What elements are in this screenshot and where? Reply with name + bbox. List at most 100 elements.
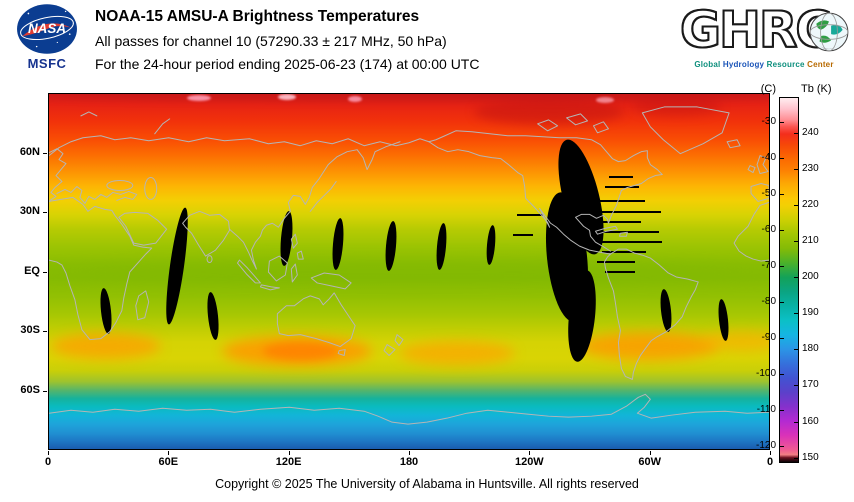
data-gap-streak [596,241,662,243]
colorbar-tick-mark [780,374,784,376]
data-gap-streak [609,176,633,178]
colorbar-celsius-tick-label: -110 [756,404,776,416]
data-gap-streak [593,221,641,223]
colorbar-tick-mark [794,385,798,387]
x-tick-mark [168,451,170,455]
colorbar-tick-mark [780,446,784,448]
colorbar-tick-mark [794,205,798,207]
nasa-wordmark: NASA [28,21,66,36]
x-tick-mark [409,451,410,455]
coastlines [49,106,769,425]
y-tick-mark [43,152,47,154]
y-tick-mark [43,390,47,392]
colorbar-title-celsius: (C) [760,83,776,95]
map-plot [48,93,770,450]
y-tick-label: 30S [20,324,40,336]
data-gap-streak [602,251,646,253]
temperature-patch [348,96,362,102]
data-gap-streak [597,211,661,213]
nasa-insignia-icon: NASA [17,4,77,54]
colorbar-kelvin-tick-label: 240 [802,127,819,139]
data-gap-streak [597,261,635,263]
period-subtitle: For the 24-hour period ending 2025-06-23… [95,56,480,72]
colorbar-tick-mark [780,121,784,123]
x-tick-mark [529,451,531,455]
temperature-patch [263,342,339,360]
colorbar-kelvin-tick-label: 230 [802,163,819,175]
colorbar-tick-mark [780,193,784,195]
x-tick-label: 120W [514,456,544,468]
ghrc-tagline-word: Global [694,60,721,69]
colorbar-tick-mark [794,457,798,459]
temperature-patch [579,332,719,360]
data-gap-streak [605,186,639,188]
channel-subtitle: All passes for channel 10 (57290.33 ± 21… [95,33,447,49]
colorbar-tick-mark [794,169,798,171]
colorbar-celsius-tick-label: -40 [761,151,776,163]
ghrc-logo: GHRC Global Hydrology Resource Center [678,1,850,82]
colorbar-kelvin-tick-label: 180 [802,343,819,355]
x-tick-mark [288,451,290,455]
x-tick-mark [649,451,651,455]
colorbar-tick-mark [780,338,784,340]
colorbar-tick-mark [780,157,784,159]
colorbar-celsius-tick-label: -50 [761,187,776,199]
colorbar-celsius-tick-label: -80 [761,295,776,307]
colorbar-tick-mark [794,241,798,243]
colorbar-kelvin-tick-label: 170 [802,379,819,391]
colorbar-kelvin-tick-label: 190 [802,307,819,319]
y-tick-label: EQ [24,264,40,277]
nasa-logo: NASA MSFC [10,3,84,71]
colorbar-celsius-tick-label: -30 [761,115,776,127]
y-tick-mark [43,212,47,213]
msfc-label: MSFC [27,56,67,71]
temperature-patch [702,331,769,351]
ghrc-tagline-word: Resource [764,60,805,69]
ghrc-globe-icon [809,12,849,52]
colorbar-celsius-tick-label: -60 [761,223,776,235]
colorbar-kelvin-tick-label: 200 [802,271,819,283]
colorbar-tick-mark [780,410,784,412]
colorbar-tick-mark [794,133,798,135]
colorbar-kelvin-tick-label: 150 [802,451,819,463]
x-tick-label: 0 [766,456,774,468]
colorbar-tick-mark [794,313,798,315]
colorbar-celsius-tick-label: -120 [755,440,776,452]
colorbar-celsius-tick-label: -90 [761,332,776,344]
data-gap-streak [589,200,645,202]
colorbar-tick-mark [794,421,798,423]
coastlines-overlay [49,106,769,425]
header-titles: NOAA-15 AMSU-A Brightness Temperatures A… [95,8,479,72]
temperature-patch [596,97,614,103]
colorbar-tick-mark [794,277,798,279]
x-tick-mark [770,451,771,455]
data-gap-streak [605,271,635,273]
x-tick-label: 60W [638,456,661,468]
colorbar-gradient [779,97,799,463]
temperature-patch [49,94,769,101]
y-tick-label: 30N [19,205,40,217]
temperature-patch [51,333,161,359]
ghrc-tagline: Global Hydrology Resource Center [678,60,850,69]
colorbar-tick-mark [780,301,784,303]
colorbar-celsius-tick-label: -70 [761,259,776,271]
data-gaps-layer [49,94,769,449]
colorbar-celsius-tick-label: -100 [755,368,776,380]
temperature-patch [632,96,722,116]
x-tick-label: 180 [399,456,419,468]
ghrc-tagline-word: Center [804,60,834,69]
y-tick-mark [43,271,47,273]
ghrc-tagline-word: Hydrology [720,60,765,69]
colorbar-tick-mark [794,349,798,351]
copyright-text: Copyright © 2025 The University of Alaba… [215,477,639,491]
colorbar-tick-mark [780,229,784,231]
colorbar-kelvin-tick-label: 220 [802,199,819,211]
colorbar-kelvin-tick-label: 160 [802,415,819,427]
y-tick-label: 60S [20,383,40,396]
page-title: NOAA-15 AMSU-A Brightness Temperatures [95,8,420,25]
y-tick-mark [43,331,47,332]
colorbar-tick-mark [780,265,784,267]
temperature-patch [278,94,296,100]
data-gap-streak [601,231,659,233]
